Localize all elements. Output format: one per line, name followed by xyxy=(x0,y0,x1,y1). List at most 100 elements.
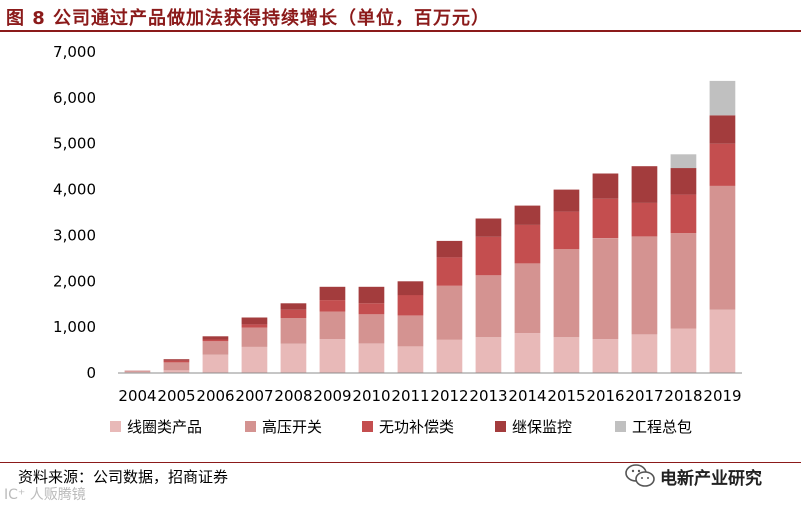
x-tick-label: 2004 xyxy=(118,387,156,405)
bar-segment-2009-series-1 xyxy=(319,311,346,340)
brand-name: 电新产业研究 xyxy=(660,468,762,489)
x-tick-label: 2005 xyxy=(157,387,195,405)
chart-title: 图 8 公司通过产品做加法获得持续增长（单位，百万元） xyxy=(6,8,491,29)
bar-segment-2014-series-3 xyxy=(514,205,541,225)
y-tick-label: 6,000 xyxy=(53,89,96,107)
bar-segment-2015-series-0 xyxy=(553,337,580,373)
legend-swatch xyxy=(362,421,373,432)
y-tick-label: 7,000 xyxy=(53,43,96,61)
x-tick-label: 2014 xyxy=(508,387,546,405)
bar-segment-2016-series-3 xyxy=(592,173,619,199)
bar-segment-2007-series-3 xyxy=(241,317,268,325)
bar-segment-2016-series-0 xyxy=(592,339,619,373)
x-tick-label: 2016 xyxy=(586,387,624,405)
bar-segment-2019-series-2 xyxy=(709,143,736,186)
bar-segment-2014-series-1 xyxy=(514,263,541,334)
bar-segment-2009-series-3 xyxy=(319,286,346,301)
bar-segment-2013-series-2 xyxy=(475,236,502,276)
bar-segment-2013-series-3 xyxy=(475,218,502,237)
bar-segment-2007-series-1 xyxy=(241,327,268,347)
legend-swatch xyxy=(615,421,626,432)
bar-segment-2010-series-1 xyxy=(358,314,385,344)
legend-swatch xyxy=(245,421,256,432)
bar-segment-2018-series-1 xyxy=(670,233,697,329)
bar-segment-2015-series-3 xyxy=(553,189,580,212)
bar-segment-2005-series-2 xyxy=(163,360,190,363)
source-note: 资料来源：公司数据，招商证券 xyxy=(18,468,229,486)
bar-segment-2011-series-1 xyxy=(397,315,424,347)
x-axis: 2004 2005 2006 2007 2008 2009 2010 2011 2012 2013… xyxy=(118,372,742,405)
bar-segment-2012-series-0 xyxy=(436,339,463,373)
y-tick-label: 1,000 xyxy=(53,318,96,336)
bar-segment-2015-series-1 xyxy=(553,249,580,338)
bar-segment-2012-series-2 xyxy=(436,257,463,286)
bar-segment-2005-series-3 xyxy=(163,359,190,361)
bar-segment-2013-series-1 xyxy=(475,275,502,338)
bar-segment-2017-series-1 xyxy=(631,236,658,335)
bar-segment-2017-series-3 xyxy=(631,166,658,203)
bar-segment-2013-series-0 xyxy=(475,337,502,373)
bar-segment-2017-series-0 xyxy=(631,334,658,373)
watermark: IC⁺ 人贩腾镜 xyxy=(4,487,86,503)
bar-segment-2008-series-2 xyxy=(280,309,307,318)
y-axis: 0 1,000 2,000 3,000 4,000 5,000 6,000 7,000 xyxy=(53,43,96,382)
bar-segment-2010-series-3 xyxy=(358,286,385,304)
bar-segment-2008-series-1 xyxy=(280,318,307,344)
y-tick-label: 4,000 xyxy=(53,181,96,199)
wechat-icon xyxy=(624,462,656,490)
stacked-bar-chart: 0 1,000 2,000 3,000 4,000 5,000 6,000 7,000 200… xyxy=(53,43,742,436)
legend-label: 继保监控 xyxy=(512,418,572,436)
x-tick-label: 2015 xyxy=(547,387,585,405)
legend: 线圈类产品 高压开关 无功补偿类 继保监控 工程总包 xyxy=(110,418,692,436)
bar-segment-2004-series-1 xyxy=(124,371,151,373)
bar-segment-2011-series-3 xyxy=(397,281,424,296)
bar-segment-2006-series-0 xyxy=(202,354,229,373)
bars xyxy=(124,80,736,373)
bar-segment-2006-series-3 xyxy=(202,336,229,340)
bar-segment-2017-series-2 xyxy=(631,202,658,237)
bar-segment-2009-series-2 xyxy=(319,300,346,312)
bar-segment-2009-series-0 xyxy=(319,339,346,373)
x-tick-label: 2009 xyxy=(313,387,351,405)
bar-segment-2014-series-0 xyxy=(514,333,541,373)
legend-swatch xyxy=(110,421,121,432)
title-bar: 图 8 公司通过产品做加法获得持续增长（单位，百万元） xyxy=(0,0,801,32)
bar-segment-2012-series-1 xyxy=(436,285,463,340)
brand: 电新产业研究 xyxy=(624,462,762,490)
y-tick-label: 3,000 xyxy=(53,226,96,244)
legend-label: 高压开关 xyxy=(262,418,322,436)
x-tick-label: 2013 xyxy=(469,387,507,405)
bar-segment-2015-series-2 xyxy=(553,211,580,250)
bar-segment-2007-series-2 xyxy=(241,324,268,328)
bar-segment-2006-series-2 xyxy=(202,339,229,342)
bar-segment-2006-series-1 xyxy=(202,341,229,355)
bar-segment-2007-series-0 xyxy=(241,346,268,373)
y-tick-label: 5,000 xyxy=(53,135,96,153)
bar-segment-2019-series-4 xyxy=(709,80,736,116)
bar-segment-2005-series-0 xyxy=(163,370,190,373)
x-tick-label: 2011 xyxy=(391,387,429,405)
bar-segment-2019-series-1 xyxy=(709,185,736,310)
bar-segment-2005-series-1 xyxy=(163,362,190,371)
bar-segment-2018-series-2 xyxy=(670,194,697,234)
bar-segment-2018-series-0 xyxy=(670,328,697,373)
x-tick-label: 2017 xyxy=(625,387,663,405)
x-tick-label: 2019 xyxy=(703,387,741,405)
bar-segment-2018-series-4 xyxy=(670,154,697,169)
bar-segment-2014-series-2 xyxy=(514,224,541,264)
x-tick-label: 2018 xyxy=(664,387,702,405)
y-tick-label: 0 xyxy=(86,364,96,382)
x-tick-label: 2007 xyxy=(235,387,273,405)
bar-segment-2016-series-2 xyxy=(592,198,619,239)
bar-segment-2011-series-2 xyxy=(397,295,424,316)
x-tick-label: 2008 xyxy=(274,387,312,405)
bar-segment-2012-series-3 xyxy=(436,240,463,258)
bar-segment-2010-series-0 xyxy=(358,343,385,373)
x-tick-label: 2006 xyxy=(196,387,234,405)
bar-segment-2019-series-0 xyxy=(709,309,736,373)
bar-segment-2011-series-0 xyxy=(397,346,424,373)
legend-label: 线圈类产品 xyxy=(127,418,202,436)
legend-label: 工程总包 xyxy=(632,418,692,436)
legend-swatch xyxy=(495,421,506,432)
x-tick-label: 2012 xyxy=(430,387,468,405)
